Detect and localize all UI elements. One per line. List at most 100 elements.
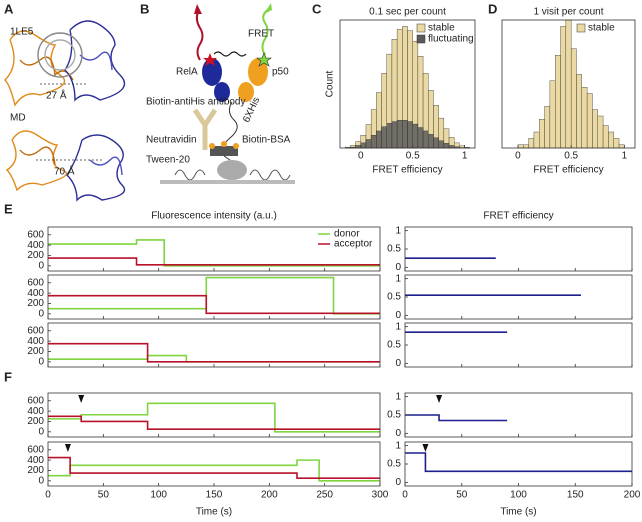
y-tick-label: 400: [27, 288, 44, 299]
panel-label: C: [312, 1, 322, 16]
panel-title: Fluorescence intensity (a.u.): [151, 211, 277, 222]
y-tick-label: 600: [27, 395, 44, 406]
schematic-label: Neutravidin: [146, 135, 197, 146]
x-tick-label: 0: [45, 490, 51, 501]
panel-label: D: [488, 1, 497, 16]
y-tick-label: 0.5: [387, 244, 401, 255]
legend-label: stable: [428, 23, 455, 34]
legend-swatch: [416, 34, 426, 44]
y-tick-label: 400: [27, 455, 44, 466]
chart-title: 0.1 sec per count: [369, 7, 446, 18]
x-tick-label: 1: [622, 151, 628, 162]
histogram-bar: [417, 127, 424, 149]
y-tick-label: 600: [27, 325, 44, 336]
histogram-bar: [402, 120, 408, 149]
y-tick-label: 0: [395, 477, 401, 488]
x-tick-label: 150: [206, 490, 223, 501]
plot-frame: [339, 19, 476, 149]
x-axis-label: FRET efficiency: [533, 165, 603, 176]
plot-frame: [47, 441, 381, 487]
event-arrow: [78, 395, 85, 403]
histogram-bar: [528, 138, 535, 149]
y-tick-label: 200: [27, 465, 44, 476]
x-tick-label: 0: [358, 151, 364, 162]
trace-line: [405, 414, 508, 422]
plot-frame: [47, 274, 381, 320]
histogram-bar: [396, 120, 403, 149]
histogram-bar: [523, 144, 529, 149]
schematic-label: Biotin-BSA: [242, 135, 291, 146]
histogram-bar: [608, 131, 614, 149]
chart-title: 1 visit per count: [533, 7, 603, 18]
histogram-bar: [602, 125, 609, 149]
plot-frame: [404, 441, 633, 487]
y-axis-label: Count: [325, 70, 336, 97]
histogram-bar: [560, 26, 567, 149]
x-tick-label: 150: [567, 490, 584, 501]
structure-label: MD: [10, 113, 26, 124]
plot-frame: [47, 322, 381, 368]
plot-frame: [404, 226, 633, 272]
y-tick-label: 600: [27, 229, 44, 240]
x-tick-label: 0: [402, 490, 408, 501]
panel-label: B: [140, 1, 149, 16]
histogram-bar: [586, 93, 593, 149]
trace-line: [48, 294, 380, 315]
histogram-bar: [360, 142, 367, 149]
y-tick-label: 0: [38, 475, 44, 486]
histogram-bar: [370, 134, 377, 149]
plot-frame: [501, 19, 636, 149]
structure-bottom: [5, 130, 126, 202]
plot-frame: [404, 274, 633, 320]
panel-label: E: [4, 201, 13, 216]
x-tick-label: 1: [462, 151, 468, 162]
y-tick-label: 0.5: [387, 292, 401, 303]
distance-label: 70 Å: [54, 165, 75, 178]
y-tick-label: 200: [27, 250, 44, 261]
structure-label: 1LE5: [10, 27, 34, 38]
histogram-bar: [539, 118, 545, 149]
legend-label: stable: [588, 23, 615, 34]
event-arrow: [422, 444, 429, 452]
x-tick-label: 250: [316, 490, 333, 501]
x-tick-label: 100: [150, 490, 167, 501]
y-tick-label: 0: [38, 356, 44, 367]
distance-label: 27 Å: [46, 89, 67, 102]
schematic-label: FRET: [248, 29, 274, 40]
y-tick-label: 1: [395, 273, 401, 284]
histogram-bar: [597, 115, 604, 149]
panel-label: A: [4, 1, 14, 16]
histogram-bar: [386, 123, 393, 149]
event-arrow: [436, 395, 443, 403]
y-tick-label: 0: [38, 426, 44, 437]
trace-line: [48, 459, 380, 482]
x-axis-label: Time (s): [196, 507, 232, 518]
histogram-bar: [618, 144, 625, 149]
histogram-bar: [428, 134, 434, 149]
histogram-bar: [391, 121, 398, 149]
y-tick-label: 200: [27, 416, 44, 427]
y-tick-label: 0: [395, 310, 401, 321]
y-tick-label: 400: [27, 240, 44, 251]
histogram-bar: [613, 138, 620, 149]
structure-top: [4, 20, 126, 107]
trace-line: [48, 402, 380, 433]
y-tick-label: 200: [27, 346, 44, 357]
x-tick-label: 100: [510, 490, 527, 501]
histogram-bar: [517, 144, 524, 149]
y-tick-label: 200: [27, 298, 44, 309]
y-tick-label: 0: [38, 308, 44, 319]
legend-swatch: [576, 23, 586, 33]
histogram-bar: [549, 80, 556, 149]
x-tick-label: 0.5: [406, 151, 420, 162]
y-tick-label: 600: [27, 277, 44, 288]
x-axis-label: FRET efficiency: [372, 165, 442, 176]
histogram-bar: [576, 74, 582, 149]
y-tick-label: 0.5: [387, 410, 401, 421]
legend-label: fluctuating: [428, 34, 474, 45]
histogram-bar: [533, 131, 540, 149]
y-tick-label: 1: [395, 391, 401, 402]
histogram-bar: [433, 137, 439, 149]
histogram-bar: [376, 130, 382, 149]
schematic-label: Biotin-antiHis antibody: [146, 97, 246, 108]
